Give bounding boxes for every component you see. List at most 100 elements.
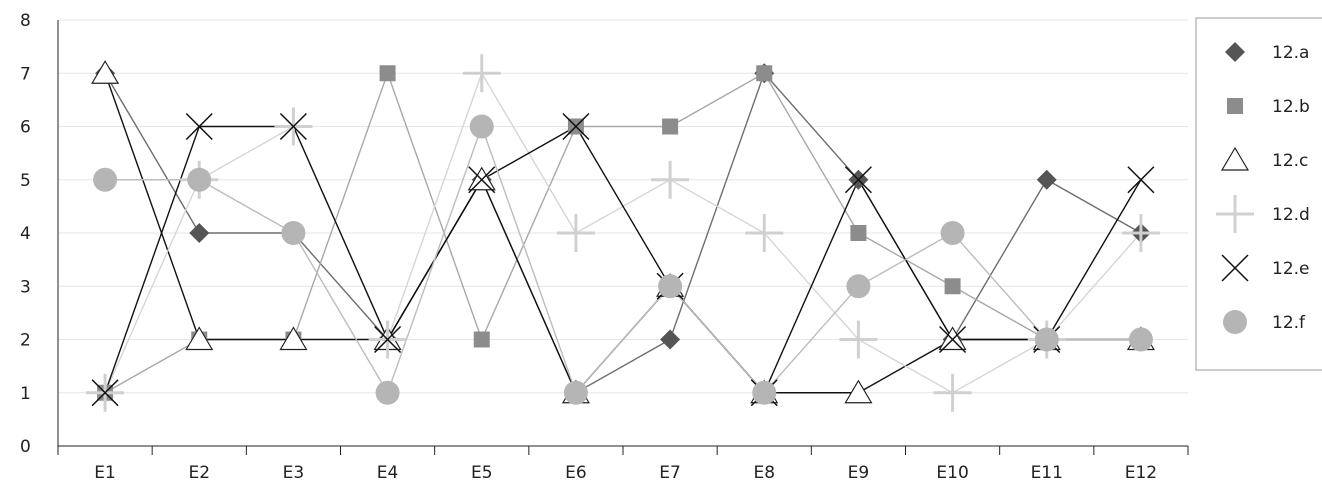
data-point-12.d-E7 (651, 160, 690, 199)
data-point-12.b-E4 (379, 65, 396, 82)
data-point-12.a-E7 (660, 329, 681, 350)
x-marker-b (562, 112, 590, 141)
y-tick-label: 7 (20, 64, 31, 84)
y-tick-label: 3 (20, 277, 31, 297)
circle-marker (1034, 327, 1059, 352)
series-line-12.a (104, 71, 1142, 394)
x-marker-b (1127, 166, 1155, 194)
legend-label: 12.d (1272, 205, 1310, 225)
data-point-12.e-E2 (185, 112, 213, 141)
x-tick-label: E3 (283, 463, 305, 483)
triangle-marker (1220, 146, 1250, 171)
x-marker-b (1221, 254, 1249, 282)
data-point-12.b-E5 (473, 331, 490, 348)
circle-marker (1128, 327, 1153, 352)
data-point-12.b-E8 (756, 65, 773, 82)
x-tick-label: E1 (94, 463, 116, 483)
data-point-12.c-E2 (185, 326, 214, 351)
data-point-12.e-E5 (468, 166, 496, 194)
square-marker (473, 331, 490, 348)
y-tick-label: 1 (20, 384, 31, 404)
data-point-12.e-E4 (374, 325, 402, 354)
data-point-12.f-E2 (187, 167, 212, 192)
y-tick-label: 6 (20, 118, 31, 138)
data-point-12.f-E10 (940, 221, 965, 245)
x-tick-label: E11 (1031, 463, 1063, 483)
legend-label: 12.a (1272, 43, 1309, 63)
legend-marker-12.a (1225, 42, 1245, 62)
data-point-12.e-E10 (939, 325, 967, 354)
x-tick-label: E10 (936, 463, 968, 483)
data-point-12.d-E12 (1121, 214, 1160, 252)
square-marker (850, 225, 867, 241)
data-point-12.f-E7 (658, 274, 683, 299)
x-tick-label: E12 (1125, 463, 1157, 483)
triangle-marker (185, 326, 214, 351)
data-point-12.f-E3 (281, 221, 306, 245)
data-point-12.c-E9 (844, 379, 873, 404)
data-point-12.f-E4 (375, 380, 400, 405)
x-marker-b (468, 166, 496, 194)
data-point-12.b-E10 (944, 278, 961, 295)
x-tick-label: E9 (848, 463, 870, 483)
circle-marker (1223, 310, 1247, 334)
series-line-12.e (104, 125, 1142, 395)
legend-label: 12.e (1272, 259, 1310, 279)
data-point-12.f-E1 (93, 167, 118, 192)
triangle-marker (844, 379, 873, 404)
x-marker-b (844, 166, 872, 194)
x-tick-label: E6 (565, 463, 587, 483)
circle-marker (846, 274, 871, 299)
legend: 12.a 12.b 12.c 12.d 12.e 12.f (1195, 17, 1322, 371)
legend-box (1195, 17, 1322, 371)
diamond-marker (189, 223, 210, 243)
y-tick-label: 5 (20, 171, 31, 191)
data-point-12.e-E6 (562, 112, 590, 141)
data-point-12.d-E6 (556, 214, 595, 252)
data-point-12.d-E5 (462, 54, 501, 93)
data-point-12.f-E8 (752, 380, 777, 405)
x-marker-b (91, 379, 119, 407)
series-markers (86, 54, 1160, 412)
data-point-12.b-E9 (850, 225, 867, 241)
legend-marker-12.f (1223, 310, 1247, 334)
data-point-12.e-E3 (279, 112, 307, 141)
square-marker (662, 118, 679, 135)
diamond-marker (660, 329, 681, 350)
x-marker-b (939, 325, 967, 354)
data-point-12.e-E1 (91, 379, 119, 407)
legend-marker-12.d (1216, 195, 1254, 233)
circle-marker (375, 380, 400, 405)
diamond-marker (1225, 42, 1245, 62)
data-point-12.f-E9 (846, 274, 871, 299)
y-tick-label: 4 (20, 224, 31, 244)
x-marker-b (374, 325, 402, 354)
y-tick-label: 0 (20, 437, 31, 457)
data-point-12.c-E1 (91, 60, 120, 84)
square-marker (756, 65, 773, 82)
axes: 0 1 2 3 4 5 6 7 8 E1 E2 E3 E4 E5 E6 E7 E8 E9 E10 E11 E12 (20, 11, 1189, 483)
legend-marker-12.c (1220, 146, 1250, 171)
data-point-12.d-E8 (745, 214, 784, 252)
legend-label: 12.f (1272, 313, 1306, 333)
data-point-12.c-E3 (279, 326, 308, 351)
data-point-12.d-E10 (933, 373, 972, 412)
x-tick-label: E8 (753, 463, 775, 483)
triangle-marker (91, 60, 120, 84)
circle-marker (469, 114, 494, 139)
circle-marker (187, 167, 212, 192)
data-point-12.d-E9 (839, 320, 878, 359)
x-marker-b (279, 112, 307, 141)
data-point-12.b-E7 (662, 118, 679, 135)
circle-marker (940, 221, 965, 245)
circle-marker (752, 380, 777, 405)
x-tick-label: E5 (471, 463, 493, 483)
data-point-12.f-E11 (1034, 327, 1059, 352)
legend-label: 12.c (1272, 151, 1308, 171)
square-marker (379, 65, 396, 82)
legend-marker-12.e (1221, 254, 1249, 282)
y-tick-label: 2 (20, 331, 31, 351)
triangle-marker (279, 326, 308, 351)
data-point-12.a-E11 (1036, 169, 1057, 190)
x-marker-b (185, 112, 213, 141)
